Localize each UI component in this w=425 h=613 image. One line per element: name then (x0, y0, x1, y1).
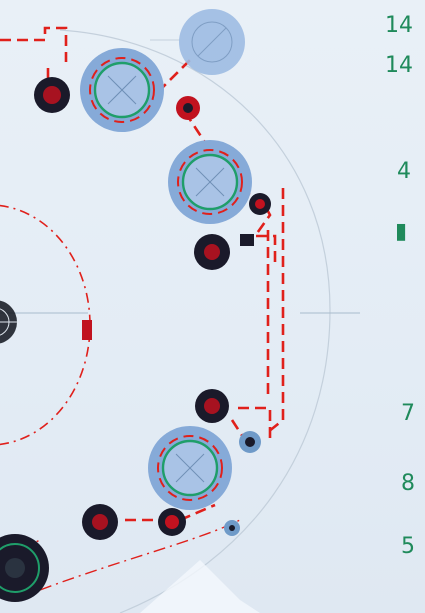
idler-hub-9 (224, 520, 240, 536)
pulley-upper (80, 48, 164, 132)
idler-hub-4 (194, 234, 254, 270)
main-drum-outline (0, 204, 92, 446)
idler-hub-3 (249, 193, 271, 215)
label-1: 14 (385, 13, 413, 38)
label-4: ▮ (395, 219, 407, 244)
pulley-middle (168, 140, 252, 224)
drive-hub-bottom-left (0, 534, 49, 602)
idler-hub-2 (176, 96, 200, 120)
dimension-labels: 14 14 4 ▮ 7 8 5 (385, 13, 415, 559)
idler-hub-1 (34, 77, 70, 113)
idler-hub-5 (195, 389, 229, 423)
idler-hub-7 (82, 504, 118, 540)
glare-reflection (140, 560, 260, 613)
pulley-lower (148, 426, 232, 510)
idler-hub-8 (158, 508, 186, 536)
pulley-top-right (179, 9, 245, 75)
label-5: 7 (401, 401, 415, 426)
idler-hubs (0, 77, 271, 602)
label-2: 14 (385, 53, 413, 78)
idler-hub-6 (239, 431, 261, 453)
label-3: 4 (397, 159, 411, 184)
label-6: 8 (401, 471, 415, 496)
label-7: 5 (401, 534, 415, 559)
outer-housing-arc (59, 29, 331, 613)
